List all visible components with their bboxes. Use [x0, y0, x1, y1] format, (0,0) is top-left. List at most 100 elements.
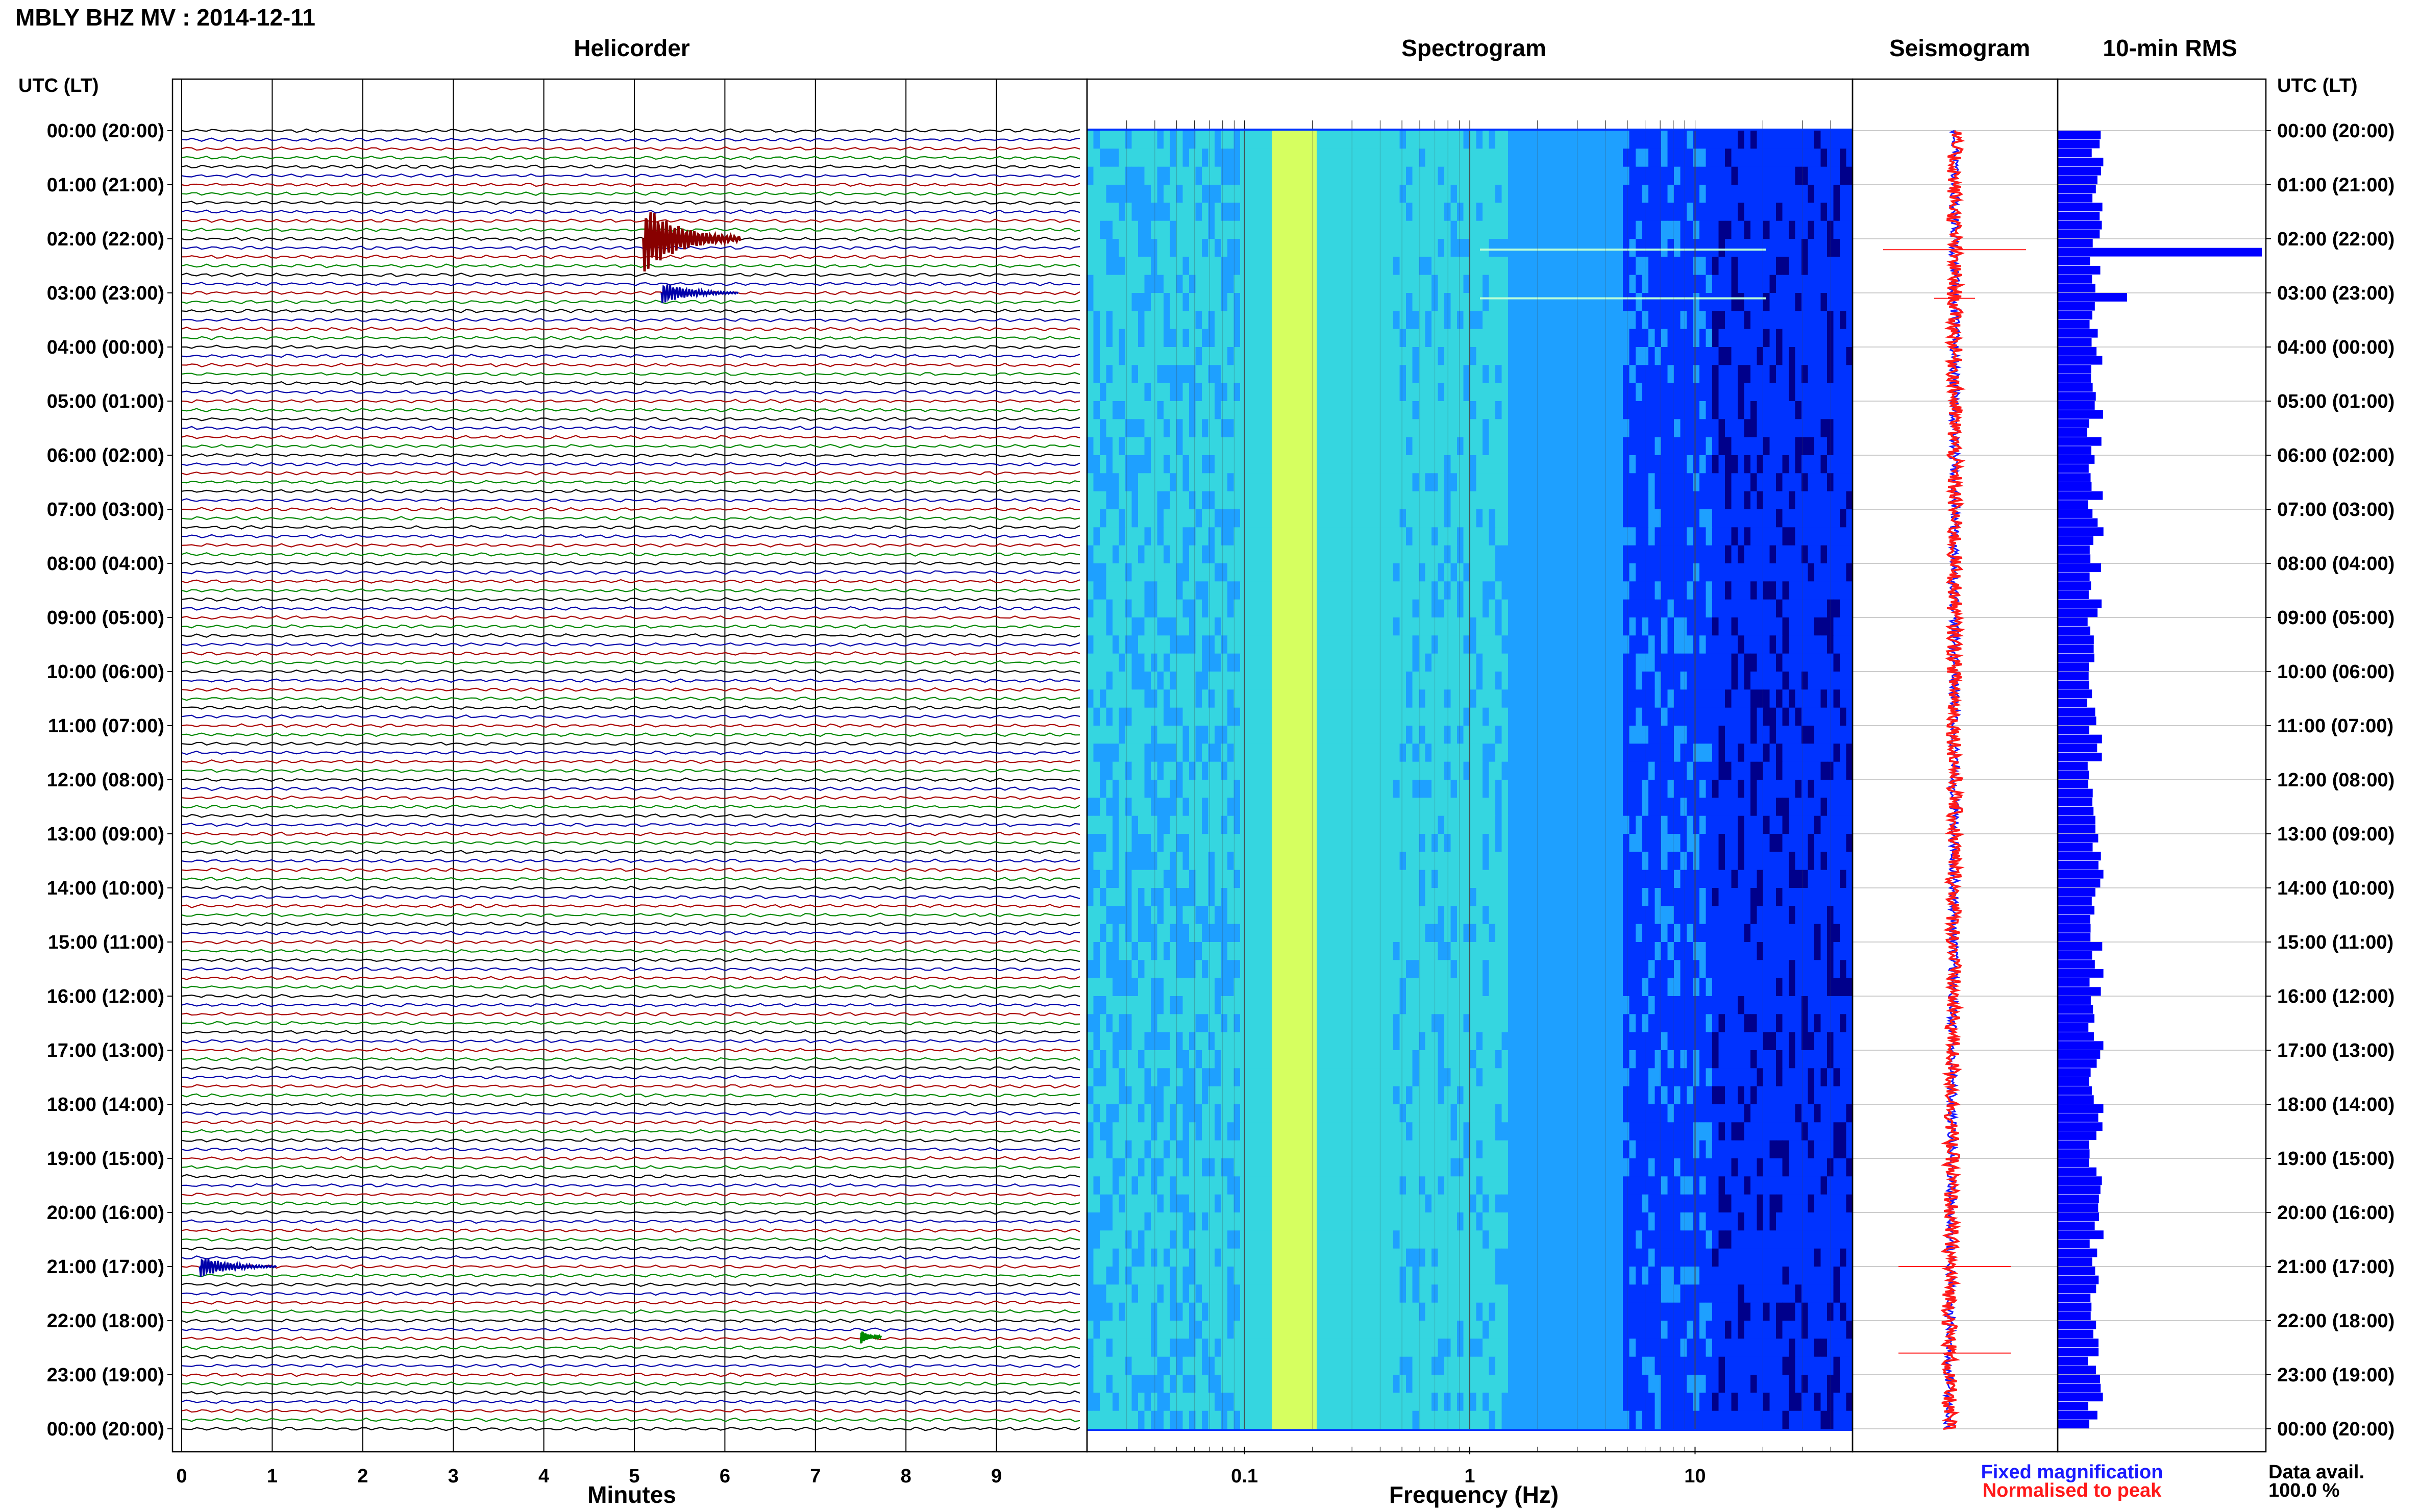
- spectrogram-cell: [1457, 726, 1464, 744]
- spectrogram-cell: [1113, 635, 1120, 654]
- spectrogram-cell: [1591, 689, 1598, 708]
- spectrogram-cell: [1406, 563, 1413, 582]
- spectrogram-cell: [1495, 239, 1502, 257]
- spectrogram-cell: [1578, 329, 1585, 348]
- spectrogram-cell: [1610, 419, 1617, 438]
- spectrogram-cell: [1578, 239, 1585, 257]
- spectrogram-cell: [1489, 545, 1496, 564]
- spectrogram-cell: [1208, 347, 1215, 365]
- spectrogram-cell: [1412, 707, 1419, 726]
- spectrogram-cell: [1278, 617, 1286, 636]
- spectrogram-cell: [1151, 220, 1158, 239]
- spectrogram-cell: [1323, 509, 1330, 528]
- spectrogram-cell: [1246, 798, 1253, 816]
- spectrogram-cell: [1680, 834, 1687, 852]
- spectrogram-cell: [1827, 275, 1834, 293]
- spectrogram-cell: [1616, 743, 1623, 762]
- spectrogram-cell: [1718, 834, 1725, 852]
- spectrogram-cell: [1246, 401, 1253, 419]
- spectrogram-cell: [1106, 383, 1113, 402]
- spectrogram-cell: [1585, 545, 1592, 564]
- spectrogram-cell: [1540, 347, 1547, 365]
- spectrogram-cell: [1100, 617, 1107, 636]
- spectrogram-cell: [1221, 815, 1228, 834]
- spectrogram-cell: [1157, 545, 1164, 564]
- spectrogram-cell: [1144, 491, 1151, 510]
- spectrogram-cell: [1814, 401, 1821, 419]
- spectrogram-cell: [1100, 761, 1107, 780]
- spectrogram-cell: [1087, 834, 1094, 852]
- spectrogram-cell: [1750, 239, 1758, 257]
- spectrogram-cell: [1827, 220, 1834, 239]
- spectrogram-cell: [1769, 852, 1776, 871]
- spectrogram-cell: [1215, 166, 1222, 185]
- spectrogram-cell: [1642, 329, 1649, 348]
- spectrogram-cell: [1253, 275, 1260, 293]
- spectrogram-cell: [1285, 599, 1292, 618]
- spectrogram-cell: [1157, 707, 1164, 726]
- spectrogram-cell: [1253, 491, 1260, 510]
- spectrogram-cell: [1470, 257, 1477, 276]
- spectrogram-cell: [1317, 491, 1324, 510]
- spectrogram-cell: [1329, 798, 1337, 816]
- spectrogram-cell: [1731, 761, 1738, 780]
- spectrogram-cell: [1106, 491, 1113, 510]
- spectrogram-cell: [1642, 437, 1649, 456]
- spectrogram-cell: [1585, 798, 1592, 816]
- spectrogram-cell: [1636, 257, 1643, 276]
- spectrogram-cell: [1521, 220, 1528, 239]
- spectrogram-cell: [1138, 726, 1145, 744]
- spectrogram-cell: [1412, 491, 1419, 510]
- spectrogram-cell: [1591, 509, 1598, 528]
- spectrogram-cell: [1636, 635, 1643, 654]
- spectrogram-cell: [1674, 455, 1681, 474]
- spectrogram-cell: [1361, 148, 1368, 167]
- spectrogram-cell: [1757, 834, 1764, 852]
- spectrogram-cell: [1648, 437, 1656, 456]
- spectrogram-cell: [1144, 311, 1151, 330]
- spectrogram-cell: [1113, 743, 1120, 762]
- spectrogram-cell: [1521, 852, 1528, 871]
- spectrogram-cell: [1763, 726, 1770, 744]
- spectrogram-cell: [1246, 689, 1253, 708]
- spectrogram-cell: [1840, 617, 1847, 636]
- spectrogram-cell: [1182, 491, 1190, 510]
- spectrogram-cell: [1412, 455, 1419, 474]
- spectrogram-cell: [1291, 653, 1298, 672]
- spectrogram-cell: [1603, 672, 1611, 690]
- spectrogram-cell: [1131, 798, 1139, 816]
- spectrogram-cell: [1131, 131, 1139, 149]
- spectrogram-cell: [1827, 383, 1834, 402]
- spectrogram-cell: [1259, 275, 1266, 293]
- spectrogram-cell: [1227, 275, 1235, 293]
- spectrogram-cell: [1138, 599, 1145, 618]
- spectrogram-cell: [1546, 491, 1553, 510]
- spectrogram-cell: [1603, 257, 1611, 276]
- spectrogram-cell: [1387, 798, 1394, 816]
- spectrogram-cell: [1317, 761, 1324, 780]
- spectrogram-cell: [1757, 419, 1764, 438]
- spectrogram-cell: [1667, 798, 1674, 816]
- spectrogram-cell: [1450, 347, 1458, 365]
- spectrogram-cell: [1399, 311, 1406, 330]
- spectrogram-cell: [1144, 185, 1151, 203]
- spectrogram-cell: [1801, 185, 1809, 203]
- spectrogram-cell: [1769, 726, 1776, 744]
- spectrogram-cell: [1387, 635, 1394, 654]
- spectrogram-cell: [1514, 798, 1521, 816]
- spectrogram-cell: [1266, 581, 1273, 600]
- spectrogram-cell: [1699, 798, 1707, 816]
- spectrogram-cell: [1603, 473, 1611, 492]
- spectrogram-cell: [1648, 852, 1656, 871]
- spectrogram-cell: [1750, 185, 1758, 203]
- spectrogram-cell: [1680, 455, 1687, 474]
- spectrogram-cell: [1374, 798, 1381, 816]
- spectrogram-cell: [1093, 834, 1100, 852]
- spectrogram-cell: [1450, 726, 1458, 744]
- spectrogram-cell: [1138, 834, 1145, 852]
- spectrogram-cell: [1559, 581, 1566, 600]
- spectrogram-cell: [1552, 383, 1560, 402]
- spectrogram-cell: [1470, 870, 1477, 888]
- spectrogram-cell: [1827, 185, 1834, 203]
- spectrogram-cell: [1138, 148, 1145, 167]
